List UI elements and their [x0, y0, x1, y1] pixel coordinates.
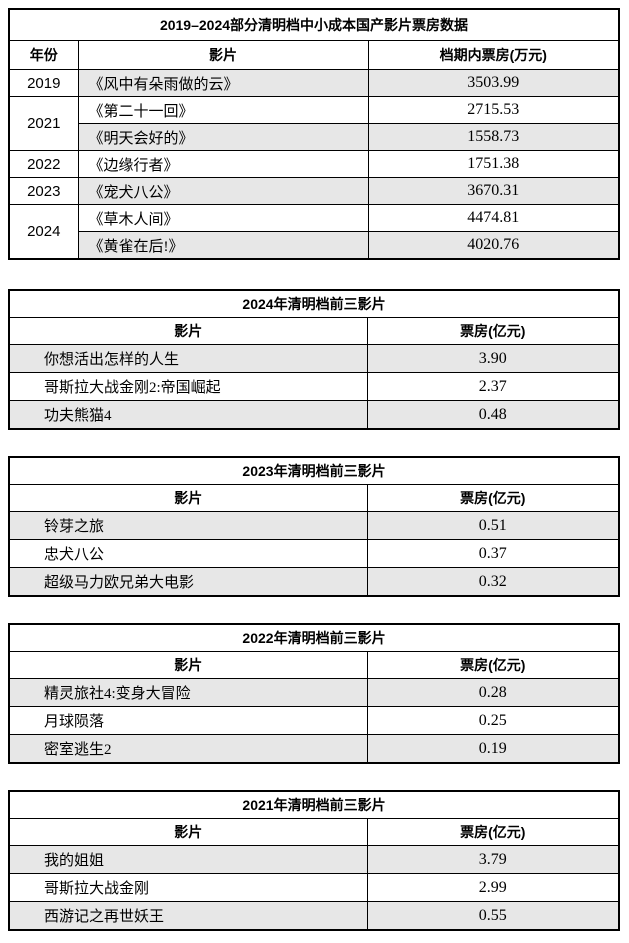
- top3-column-header-film: 影片: [8, 484, 368, 512]
- main-table: 2019–2024部分清明档中小成本国产影片票房数据 年份 影片 档期内票房(万…: [8, 8, 620, 260]
- top3-table-row: 西游记之再世妖王 0.55: [8, 901, 620, 931]
- film-cell: 哥斯拉大战金刚: [8, 873, 368, 902]
- top3-column-header-film: 影片: [8, 317, 368, 345]
- boxoffice-cell: 1751.38: [367, 150, 620, 178]
- film-cell: 密室逃生2: [8, 734, 368, 764]
- main-column-header-film: 影片: [77, 40, 369, 70]
- boxoffice-cell: 4474.81: [367, 204, 620, 232]
- film-cell: 你想活出怎样的人生: [8, 344, 368, 373]
- top3-table-row: 精灵旅社4:变身大冒险 0.28: [8, 678, 620, 707]
- boxoffice-cell: 0.37: [366, 539, 620, 568]
- boxoffice-cell: 2.37: [366, 372, 620, 401]
- boxoffice-cell: 4020.76: [367, 231, 620, 260]
- film-cell: 超级马力欧兄弟大电影: [8, 567, 368, 597]
- film-cell: 月球陨落: [8, 706, 368, 735]
- top3-table-title-row: 2022年清明档前三影片: [8, 623, 620, 652]
- film-cell: 《风中有朵雨做的云》: [77, 69, 369, 97]
- top3-table-row: 功夫熊猫4 0.48: [8, 400, 620, 430]
- boxoffice-cell: 0.48: [366, 400, 620, 430]
- main-table-row: 2021 《第二十一回》 2715.53: [8, 96, 620, 151]
- top3-column-header-boxoffice: 票房(亿元): [366, 484, 620, 512]
- boxoffice-cell: 0.55: [366, 901, 620, 931]
- film-cell: 功夫熊猫4: [8, 400, 368, 430]
- boxoffice-cell: 3.90: [366, 344, 620, 373]
- top3-table-row: 你想活出怎样的人生 3.90: [8, 344, 620, 373]
- film-cell: 《草木人间》: [77, 204, 369, 232]
- top3-table-row: 密室逃生2 0.19: [8, 734, 620, 764]
- top3-table-row: 铃芽之旅 0.51: [8, 511, 620, 540]
- top3-table-row: 忠犬八公 0.37: [8, 539, 620, 568]
- boxoffice-cell: 1558.73: [367, 123, 620, 151]
- top3-table-title-row: 2021年清明档前三影片: [8, 790, 620, 819]
- main-table-title: 2019–2024部分清明档中小成本国产影片票房数据: [8, 8, 620, 41]
- main-table-row: 2019 《风中有朵雨做的云》 3503.99: [8, 69, 620, 97]
- boxoffice-cell: 2715.53: [367, 96, 620, 124]
- top3-column-header-boxoffice: 票房(亿元): [366, 317, 620, 345]
- top3-tables-container: 2024年清明档前三影片 影片 票房(亿元) 你想活出怎样的人生 3.90 哥斯拉大战金刚…: [8, 289, 620, 931]
- boxoffice-cell: 3503.99: [367, 69, 620, 97]
- main-table-row: 《黄雀在后!》 4020.76: [9, 231, 620, 260]
- boxoffice-cell: 2.99: [366, 873, 620, 902]
- film-cell: 精灵旅社4:变身大冒险: [8, 678, 368, 707]
- main-column-header-year: 年份: [8, 40, 79, 70]
- main-table-row: 2023 《宠犬八公》 3670.31: [8, 177, 620, 205]
- year-cell: 2022: [8, 150, 79, 178]
- film-cell: 《边缘行者》: [77, 150, 369, 178]
- film-cell: 西游记之再世妖王: [8, 901, 368, 931]
- main-table-header-row: 年份 影片 档期内票房(万元): [8, 40, 620, 70]
- main-table-row: 《明天会好的》 1558.73: [9, 123, 620, 151]
- main-table-body: 2019 《风中有朵雨做的云》 3503.99 2021 《第二十一回》 2715.53 《…: [8, 69, 620, 260]
- top3-table-2022: 2022年清明档前三影片 影片 票房(亿元) 精灵旅社4:变身大冒险 0.28 月球陨落 0…: [8, 623, 620, 764]
- year-cell: 2021: [8, 96, 79, 151]
- film-cell: 忠犬八公: [8, 539, 368, 568]
- top3-table-2023: 2023年清明档前三影片 影片 票房(亿元) 铃芽之旅 0.51 忠犬八公 0.37 超级马力…: [8, 456, 620, 597]
- main-table-row: 2022 《边缘行者》 1751.38: [8, 150, 620, 178]
- top3-table-header-row: 影片 票房(亿元): [8, 317, 620, 345]
- top3-table-title-row: 2024年清明档前三影片: [8, 289, 620, 318]
- film-cell: 我的姐姐: [8, 845, 368, 874]
- film-cell: 《黄雀在后!》: [77, 231, 369, 260]
- top3-table-title: 2021年清明档前三影片: [8, 790, 620, 819]
- film-cell: 《明天会好的》: [77, 123, 369, 151]
- top3-table-row: 哥斯拉大战金刚 2.99: [8, 873, 620, 902]
- main-table-title-row: 2019–2024部分清明档中小成本国产影片票房数据: [8, 8, 620, 41]
- boxoffice-cell: 0.51: [366, 511, 620, 540]
- top3-table-row: 月球陨落 0.25: [8, 706, 620, 735]
- top3-table-title-row: 2023年清明档前三影片: [8, 456, 620, 485]
- top3-table-row: 哥斯拉大战金刚2:帝国崛起 2.37: [8, 372, 620, 401]
- boxoffice-cell: 0.32: [366, 567, 620, 597]
- top3-column-header-boxoffice: 票房(亿元): [366, 651, 620, 679]
- year-cell: 2019: [8, 69, 79, 97]
- top3-column-header-film: 影片: [8, 651, 368, 679]
- top3-table-header-row: 影片 票房(亿元): [8, 484, 620, 512]
- top3-column-header-film: 影片: [8, 818, 368, 846]
- top3-table-row: 超级马力欧兄弟大电影 0.32: [8, 567, 620, 597]
- film-cell: 《第二十一回》: [77, 96, 369, 124]
- film-cell: 铃芽之旅: [8, 511, 368, 540]
- main-table-row: 2024 《草木人间》 4474.81: [8, 204, 620, 260]
- main-column-header-boxoffice: 档期内票房(万元): [367, 40, 620, 70]
- top3-table-title: 2023年清明档前三影片: [8, 456, 620, 485]
- boxoffice-cell: 3670.31: [367, 177, 620, 205]
- boxoffice-cell: 0.25: [366, 706, 620, 735]
- top3-column-header-boxoffice: 票房(亿元): [366, 818, 620, 846]
- top3-table-row: 我的姐姐 3.79: [8, 845, 620, 874]
- year-cell: 2024: [8, 204, 79, 260]
- boxoffice-cell: 0.28: [366, 678, 620, 707]
- boxoffice-cell: 0.19: [366, 734, 620, 764]
- top3-table-title: 2022年清明档前三影片: [8, 623, 620, 652]
- film-cell: 哥斯拉大战金刚2:帝国崛起: [8, 372, 368, 401]
- top3-table-2024: 2024年清明档前三影片 影片 票房(亿元) 你想活出怎样的人生 3.90 哥斯拉大战金刚…: [8, 289, 620, 430]
- top3-table-header-row: 影片 票房(亿元): [8, 818, 620, 846]
- top3-table-header-row: 影片 票房(亿元): [8, 651, 620, 679]
- year-cell: 2023: [8, 177, 79, 205]
- top3-table-title: 2024年清明档前三影片: [8, 289, 620, 318]
- film-cell: 《宠犬八公》: [77, 177, 369, 205]
- top3-table-2021: 2021年清明档前三影片 影片 票房(亿元) 我的姐姐 3.79 哥斯拉大战金刚 2.99 西…: [8, 790, 620, 931]
- boxoffice-cell: 3.79: [366, 845, 620, 874]
